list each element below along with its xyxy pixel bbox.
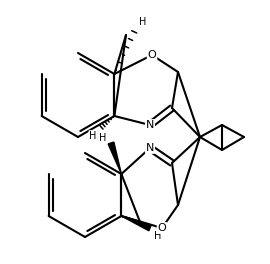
- Text: H: H: [154, 231, 162, 241]
- Polygon shape: [122, 216, 151, 231]
- Text: H: H: [139, 17, 147, 27]
- Text: H: H: [89, 131, 97, 141]
- Text: N: N: [146, 120, 154, 130]
- Text: N: N: [146, 143, 154, 153]
- Text: H: H: [99, 133, 107, 143]
- Text: O: O: [158, 223, 166, 233]
- Polygon shape: [108, 142, 122, 174]
- Text: O: O: [148, 50, 156, 60]
